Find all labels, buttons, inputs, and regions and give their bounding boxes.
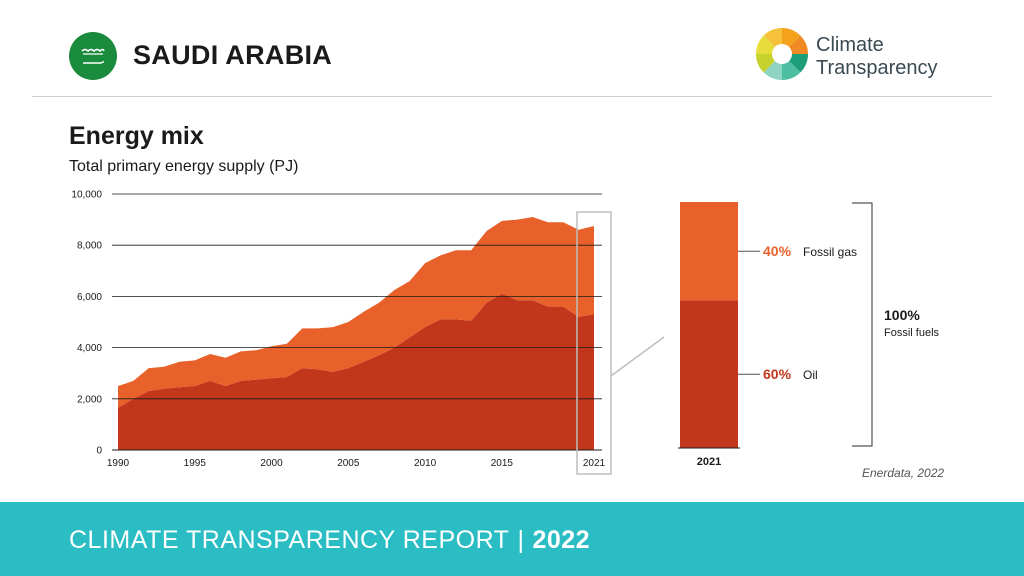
saudi-flag-icon: [69, 32, 117, 80]
footer-separator: |: [517, 526, 525, 554]
footer-text: CLIMATE TRANSPARENCY REPORT | 2022: [69, 526, 590, 555]
footer-banner: CLIMATE TRANSPARENCY REPORT | 2022: [0, 502, 1024, 576]
y-tick-label: 2,000: [77, 394, 102, 405]
connector-line: [610, 336, 665, 377]
bar-series-label: Fossil gas: [803, 245, 857, 259]
total-percent-label: 100%: [884, 307, 920, 323]
bar-percent-label: 60%: [763, 366, 792, 382]
x-tick-label: 2015: [491, 458, 514, 469]
total-bracket: [852, 202, 873, 447]
x-tick-label: 2021: [583, 458, 606, 469]
source-note: Enerdata, 2022: [862, 466, 945, 480]
logo-line-2: Transparency: [816, 57, 938, 79]
country-name: SAUDI ARABIA: [133, 40, 333, 70]
footer-report: CLIMATE TRANSPARENCY REPORT: [69, 526, 510, 554]
bar-segment-fossil-gas: [680, 202, 738, 301]
y-tick-label: 8,000: [77, 241, 102, 252]
area-oil: [118, 293, 594, 450]
y-tick-label: 4,000: [77, 343, 102, 354]
logo-line-1: Climate: [816, 34, 884, 56]
total-name-label: Fossil fuels: [884, 327, 940, 339]
bar-series-label: Oil: [803, 368, 818, 382]
x-tick-label: 1990: [107, 458, 130, 469]
x-tick-label: 2005: [337, 458, 360, 469]
x-tick-label: 2000: [260, 458, 283, 469]
grid-layer: [112, 193, 602, 451]
chart-subtitle: Total primary energy supply (PJ): [69, 158, 299, 175]
x-tick-label: 1995: [184, 458, 207, 469]
logo-wordmark: Climate Transparency: [816, 34, 938, 80]
bar-category-label: 2021: [697, 456, 721, 468]
area-series-layer: [118, 217, 594, 450]
highlight-box: [576, 211, 612, 475]
header-divider: [32, 96, 992, 97]
chart-title: Energy mix: [69, 122, 204, 150]
y-tick-label: 0: [96, 446, 102, 457]
bar-segment-oil: [680, 300, 738, 448]
header: SAUDI ARABIA Climate Transparency: [0, 0, 1024, 98]
x-tick-label: 2010: [414, 458, 437, 469]
footer-year: 2022: [532, 526, 591, 554]
bar-percent-label: 40%: [763, 243, 792, 259]
y-tick-label: 10,000: [71, 190, 102, 201]
climate-transparency-logo: [756, 27, 808, 81]
axis-layer: 0 2,000 4,000 6,000 8,000 10,000 1990 1995 2000 2…: [71, 190, 665, 475]
y-tick-label: 6,000: [77, 292, 102, 303]
bar-layer: 60% Oil 40% Fossil gas 2021 100% Fossil fuels: [678, 202, 940, 468]
area-fossil-gas: [118, 217, 594, 408]
